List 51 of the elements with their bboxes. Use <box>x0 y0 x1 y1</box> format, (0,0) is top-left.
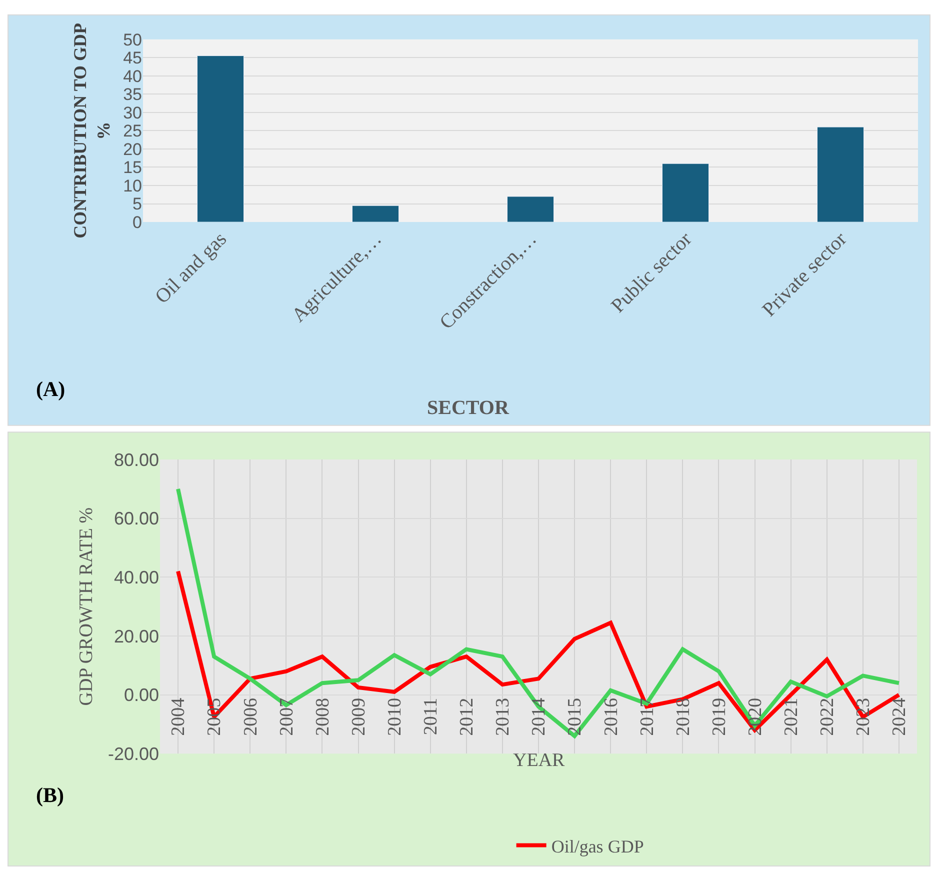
x-tick-label: 2004 <box>168 697 190 736</box>
x-tick-label: 2019 <box>708 698 730 736</box>
y-tick-label: 35 <box>123 85 142 104</box>
y-tick-label: 45 <box>123 48 142 68</box>
y-tick-label: 60.00 <box>114 508 159 529</box>
y-tick-label: 40 <box>123 66 142 86</box>
bar <box>817 126 864 222</box>
x-tick-label: Oil and gas <box>151 228 232 308</box>
x-tick-label: 2023 <box>853 698 874 736</box>
x-tick-label: 2021 <box>781 698 802 736</box>
x-tick-label: 2008 <box>312 698 334 736</box>
x-tick-label: 2005 <box>204 698 226 736</box>
x-tick-label: 2009 <box>348 698 370 736</box>
x-tick-label: 2010 <box>384 698 406 736</box>
legend-label: Oil/gas GDP <box>551 836 644 856</box>
x-tick-label: 2006 <box>240 698 262 736</box>
x-tick-label: 2016 <box>600 698 622 736</box>
y-tick-label: 10 <box>123 176 142 196</box>
y-tick-label: 5 <box>132 194 142 214</box>
y-tick-label: 20.00 <box>114 626 159 646</box>
y-tick-label: -20.00 <box>108 744 159 764</box>
x-tick-label: 2015 <box>564 698 586 736</box>
x-tick-label: 2014 <box>528 697 550 736</box>
y-tick-label: 25 <box>123 122 142 141</box>
x-tick-label: 2020 <box>744 698 766 736</box>
y-tick-label: 0.00 <box>124 685 159 706</box>
bar <box>197 56 244 222</box>
bar <box>507 196 554 222</box>
x-tick-label: 2017 <box>636 698 658 736</box>
x-axis-title: YEAR <box>513 750 566 771</box>
y-axis-title: CONTRIBUTION TO GDP % <box>70 22 114 238</box>
x-tick-label: 2013 <box>492 698 514 736</box>
y-axis-title: GDP GROWTH RATE % <box>76 507 97 706</box>
y-tick-label: 0 <box>132 213 142 232</box>
y-tick-label: 15 <box>123 158 142 178</box>
text: (A) <box>36 377 66 401</box>
x-axis-title: SECTOR <box>427 397 510 419</box>
y-tick-label: 20 <box>123 140 142 159</box>
y-tick-label: 50 <box>123 30 142 50</box>
x-tick-label: 2022 <box>817 698 838 736</box>
y-tick-label: 40.00 <box>114 567 159 588</box>
x-tick-label: 2011 <box>420 698 442 736</box>
bar <box>352 205 399 222</box>
text: (B) <box>36 783 64 807</box>
x-tick-label: 2012 <box>456 698 478 736</box>
bar <box>662 163 709 222</box>
y-tick-label: 30 <box>123 103 142 122</box>
x-tick-label: 2024 <box>889 697 910 736</box>
y-tick-label: 80.00 <box>114 450 159 470</box>
x-tick-label: 2018 <box>672 698 694 736</box>
x-tick-label: 2007 <box>276 698 298 736</box>
